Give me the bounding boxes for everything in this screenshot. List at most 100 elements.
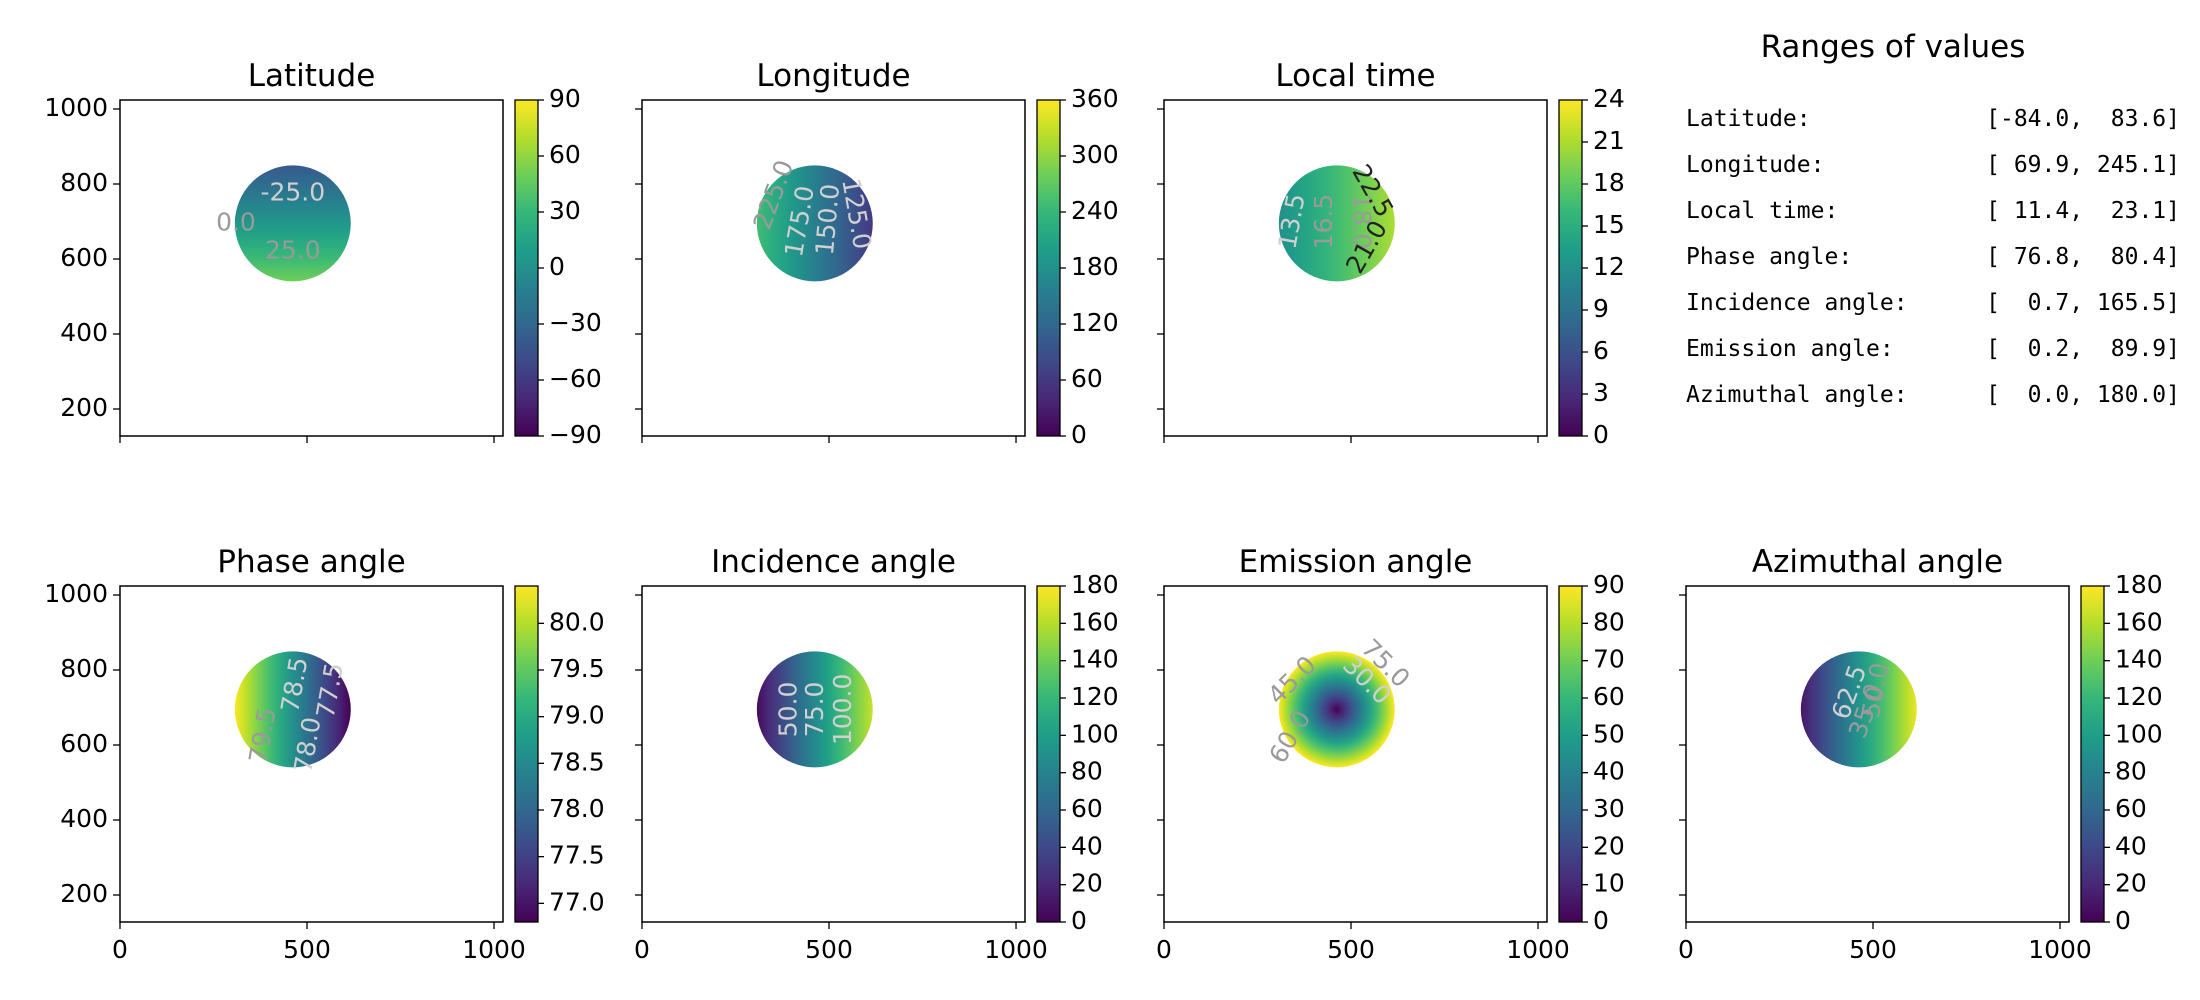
colorbar-tick-label: 15 — [1593, 210, 1625, 239]
x-tick-label: 0 — [634, 935, 650, 964]
x-tick-label: 1000 — [984, 935, 1048, 964]
y-tick-label: 1000 — [44, 579, 108, 608]
x-tick-label: 500 — [1327, 935, 1375, 964]
colorbar-tick-label: 80.0 — [549, 607, 605, 636]
colorbar-tick-label: 10 — [1593, 869, 1625, 898]
axes-frame — [1685, 585, 2070, 923]
range-label: Longitude: — [1686, 152, 1824, 178]
colorbar-tick-label: 30 — [549, 196, 581, 225]
colorbar-tick-label: 20 — [1593, 831, 1625, 860]
range-value: [-84.0, 83.6] — [1986, 106, 2180, 132]
colorbar-tick-label: 140 — [2115, 645, 2163, 674]
axes-frame — [641, 585, 1026, 923]
range-value: [ 11.4, 23.1] — [1986, 198, 2180, 224]
range-label: Latitude: — [1686, 106, 1811, 132]
range-label: Azimuthal angle: — [1686, 382, 1908, 408]
colorbar-tick-label: 90 — [549, 84, 581, 113]
contour-label: 100.0 — [828, 674, 857, 746]
colorbar-tick-label: 12 — [1593, 252, 1625, 281]
x-tick-label: 1000 — [462, 935, 526, 964]
axes-frame — [1163, 99, 1548, 437]
panel-title: Longitude — [756, 58, 910, 94]
planet-disk — [234, 165, 351, 282]
contour-label: -25.0 — [260, 177, 325, 206]
colorbar-tick-label: 40 — [1593, 757, 1625, 786]
panel-title: Incidence angle — [711, 544, 956, 580]
ranges-title: Ranges of values — [1761, 29, 2026, 65]
y-tick-label: 200 — [60, 393, 108, 422]
colorbar-tick-label: 20 — [2115, 869, 2147, 898]
colorbar-tick-label: 0 — [1071, 420, 1087, 449]
colorbar-tick-label: 160 — [1071, 607, 1119, 636]
colorbar-tick-label: 120 — [2115, 682, 2163, 711]
colorbar-tick-label: 360 — [1071, 84, 1119, 113]
planet-disk — [234, 651, 351, 768]
contour-label: 18.0 — [1347, 194, 1376, 250]
colorbar-tick-label: −90 — [549, 420, 602, 449]
x-tick-label: 500 — [805, 935, 853, 964]
ranges-panel: Ranges of values Latitude: [-84.0, 83.6]L… — [1686, 29, 2180, 408]
colorbar-tick-label: −30 — [549, 308, 602, 337]
y-tick-label: 400 — [60, 804, 108, 833]
range-label: Emission angle: — [1686, 336, 1894, 362]
colorbar-tick-label: 6 — [1593, 336, 1609, 365]
contour-label: 0.0 — [216, 207, 256, 236]
panel-title: Local time — [1275, 58, 1435, 94]
x-tick-label: 500 — [1849, 935, 1897, 964]
colorbar-tick-label: 40 — [2115, 831, 2147, 860]
colorbar-tick-label: 78.5 — [549, 747, 605, 776]
colorbar-tick-label: 0 — [1071, 906, 1087, 935]
range-label: Local time: — [1686, 198, 1838, 224]
planet-disk — [756, 165, 873, 282]
range-value: [ 69.9, 245.1] — [1986, 152, 2180, 178]
panel-title: Azimuthal angle — [1752, 544, 2003, 580]
colorbar-tick-label: 0 — [549, 252, 565, 281]
colorbar-tick-label: 50 — [1593, 719, 1625, 748]
colorbar-tick-label: 21 — [1593, 126, 1625, 155]
colorbar-tick-label: 80 — [1593, 607, 1625, 636]
planet-disk — [1278, 651, 1395, 768]
planet-disk — [1800, 651, 1917, 768]
colorbar-tick-label: 80 — [1071, 757, 1103, 786]
axes-frame — [119, 99, 504, 437]
x-tick-label: 1000 — [2028, 935, 2092, 964]
y-tick-label: 600 — [60, 729, 108, 758]
colorbar-tick-label: 0 — [2115, 906, 2131, 935]
colorbar-tick-label: 24 — [1593, 84, 1625, 113]
contour-label: 16.5 — [1309, 194, 1338, 250]
range-label: Incidence angle: — [1686, 290, 1908, 316]
colorbar-tick-label: 20 — [1071, 869, 1103, 898]
colorbar-tick-label: 79.0 — [549, 701, 605, 730]
planet-disk — [1278, 165, 1395, 282]
y-tick-label: 800 — [60, 654, 108, 683]
colorbar-tick-label: 79.5 — [549, 654, 605, 683]
colorbar-tick-label: −60 — [549, 364, 602, 393]
colorbar-tick-label: 60 — [1071, 794, 1103, 823]
y-tick-label: 600 — [60, 243, 108, 272]
colorbar-tick-label: 60 — [2115, 794, 2147, 823]
x-tick-label: 0 — [1156, 935, 1172, 964]
ranges-rows: Latitude: [-84.0, 83.6] Longitude: [ 69.9, … — [1686, 106, 2180, 408]
range-label: Phase angle: — [1686, 244, 1852, 270]
colorbar-tick-label: 100 — [2115, 719, 2163, 748]
colorbar — [1036, 99, 1061, 437]
colorbar-tick-label: 180 — [1071, 252, 1119, 281]
colorbar-tick-label: 78.0 — [549, 794, 605, 823]
range-value: [ 0.2, 89.9] — [1986, 336, 2180, 362]
colorbar — [2080, 585, 2105, 923]
colorbar — [1558, 585, 1583, 923]
axes-frame — [641, 99, 1026, 437]
colorbar-tick-label: 120 — [1071, 308, 1119, 337]
x-tick-label: 0 — [112, 935, 128, 964]
colorbar-tick-label: 60 — [549, 140, 581, 169]
colorbar-tick-label: 0 — [1593, 906, 1609, 935]
colorbar-tick-label: 80 — [2115, 757, 2147, 786]
colorbar-tick-label: 77.0 — [549, 887, 605, 916]
colorbar — [514, 585, 539, 923]
colorbar-tick-label: 0 — [1593, 420, 1609, 449]
